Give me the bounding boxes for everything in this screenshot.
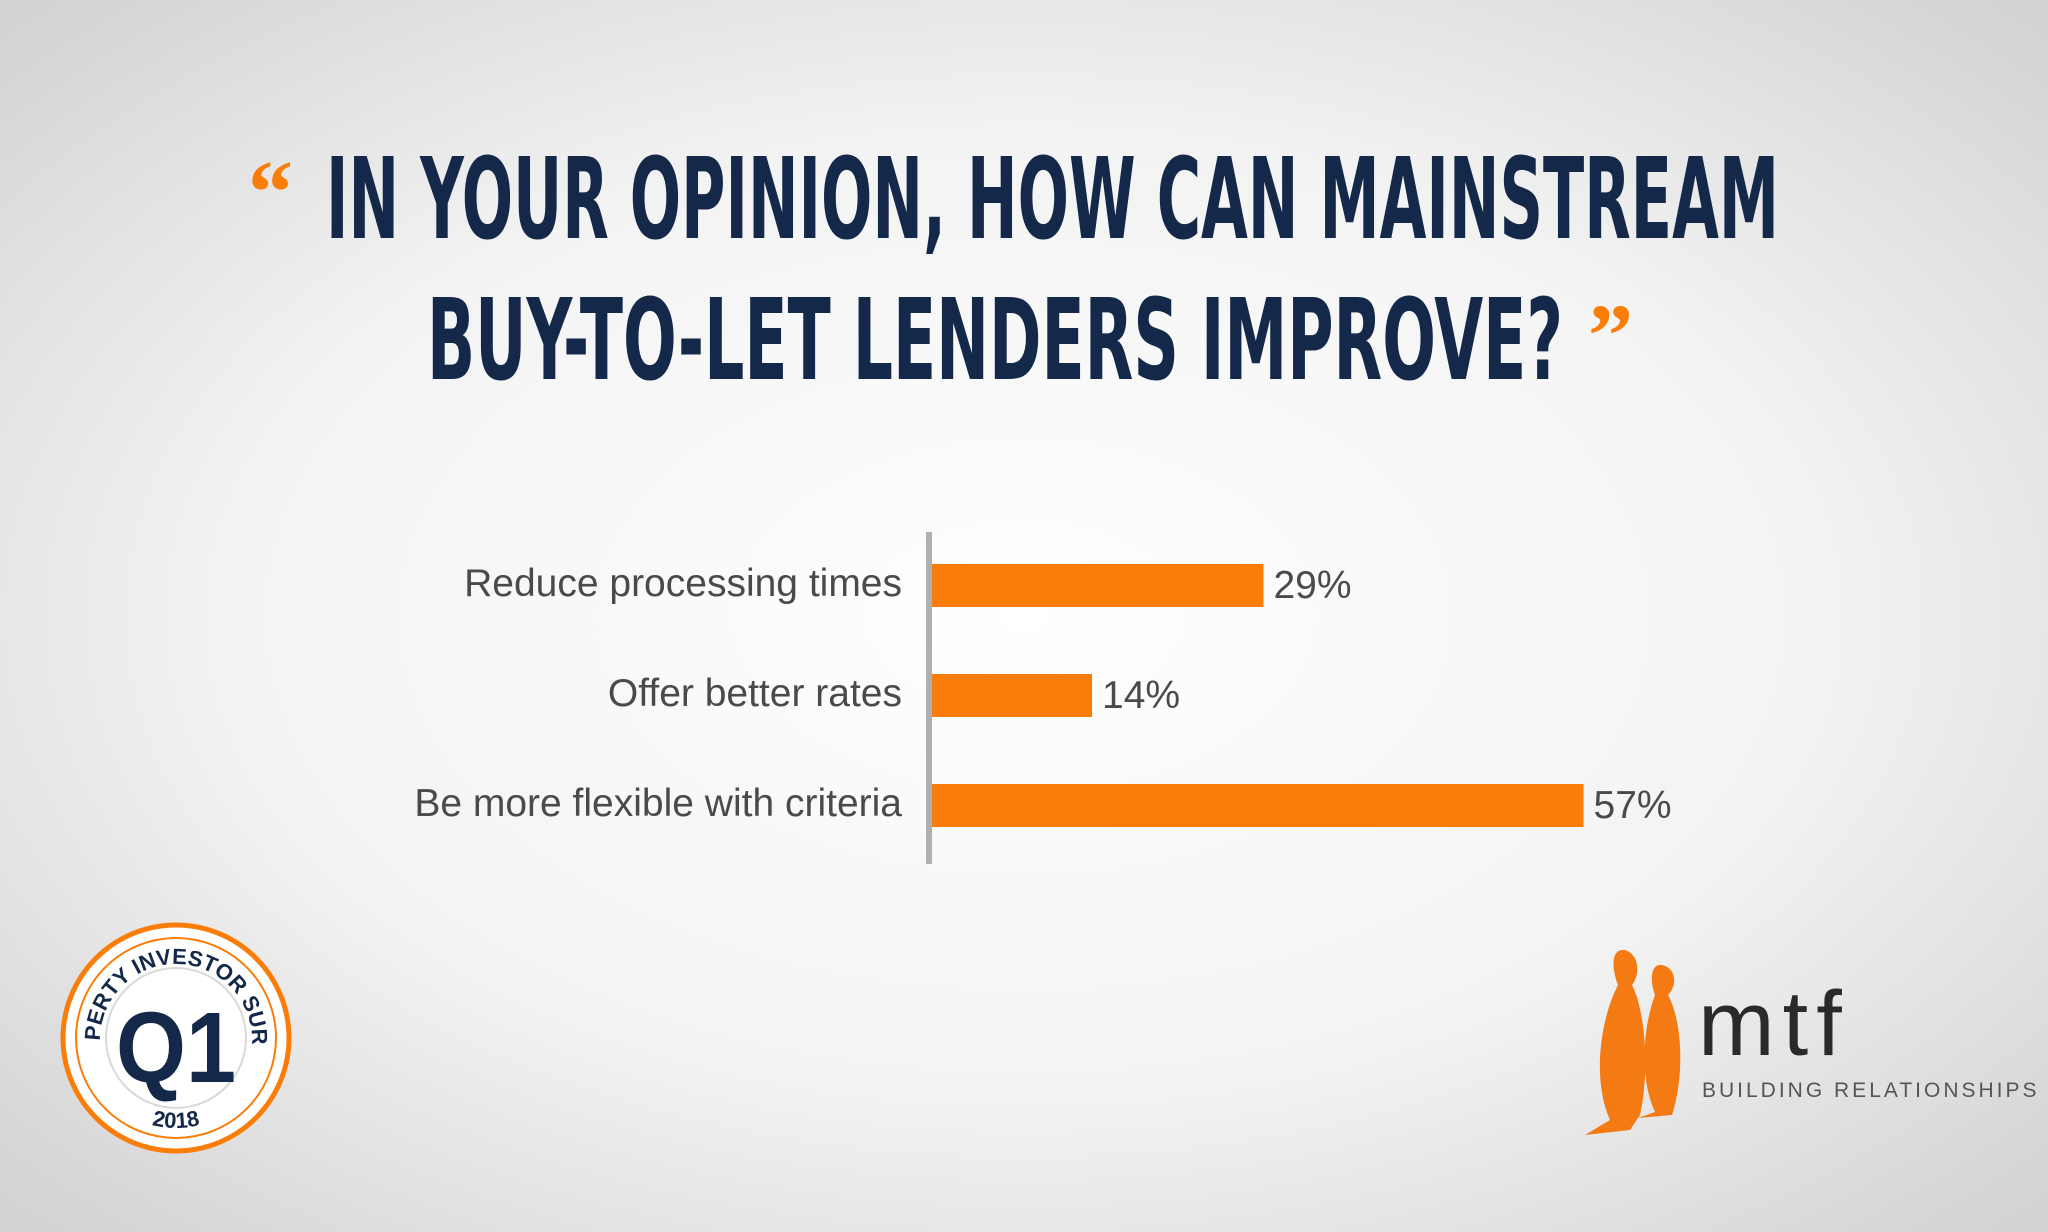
badge-ring — [75, 937, 277, 1139]
category-label: Be more flexible with criteria — [414, 782, 902, 825]
bar — [932, 564, 1264, 607]
badge-ring — [60, 922, 292, 1154]
category-label: Offer better rates — [608, 672, 902, 715]
penguin-icon — [1585, 949, 1646, 1135]
value-label: 29% — [1273, 564, 1351, 607]
value-label: 14% — [1102, 674, 1180, 717]
logo-name: mtf — [1698, 973, 1850, 1075]
bar — [932, 674, 1093, 717]
badge-ring — [105, 967, 247, 1109]
chart-title: IN YOUR OPINION, HOW CAN MAINSTREAM — [326, 135, 1779, 265]
penguin-icon — [1638, 964, 1681, 1118]
logo: mtf BUILDING RELATIONSHIPS — [1585, 949, 2040, 1135]
chart-title: BUY-TO-LET LENDERS IMPROVE? — [427, 276, 1563, 406]
badge-label: Q1 — [116, 992, 236, 1104]
value-label: 57% — [1594, 784, 1672, 827]
quote-close: ” — [1588, 287, 1633, 386]
bar — [932, 784, 1584, 827]
category-label: Reduce processing times — [464, 562, 902, 605]
quote-open: “ — [248, 143, 293, 242]
logo-tagline: BUILDING RELATIONSHIPS — [1702, 1079, 2040, 1102]
